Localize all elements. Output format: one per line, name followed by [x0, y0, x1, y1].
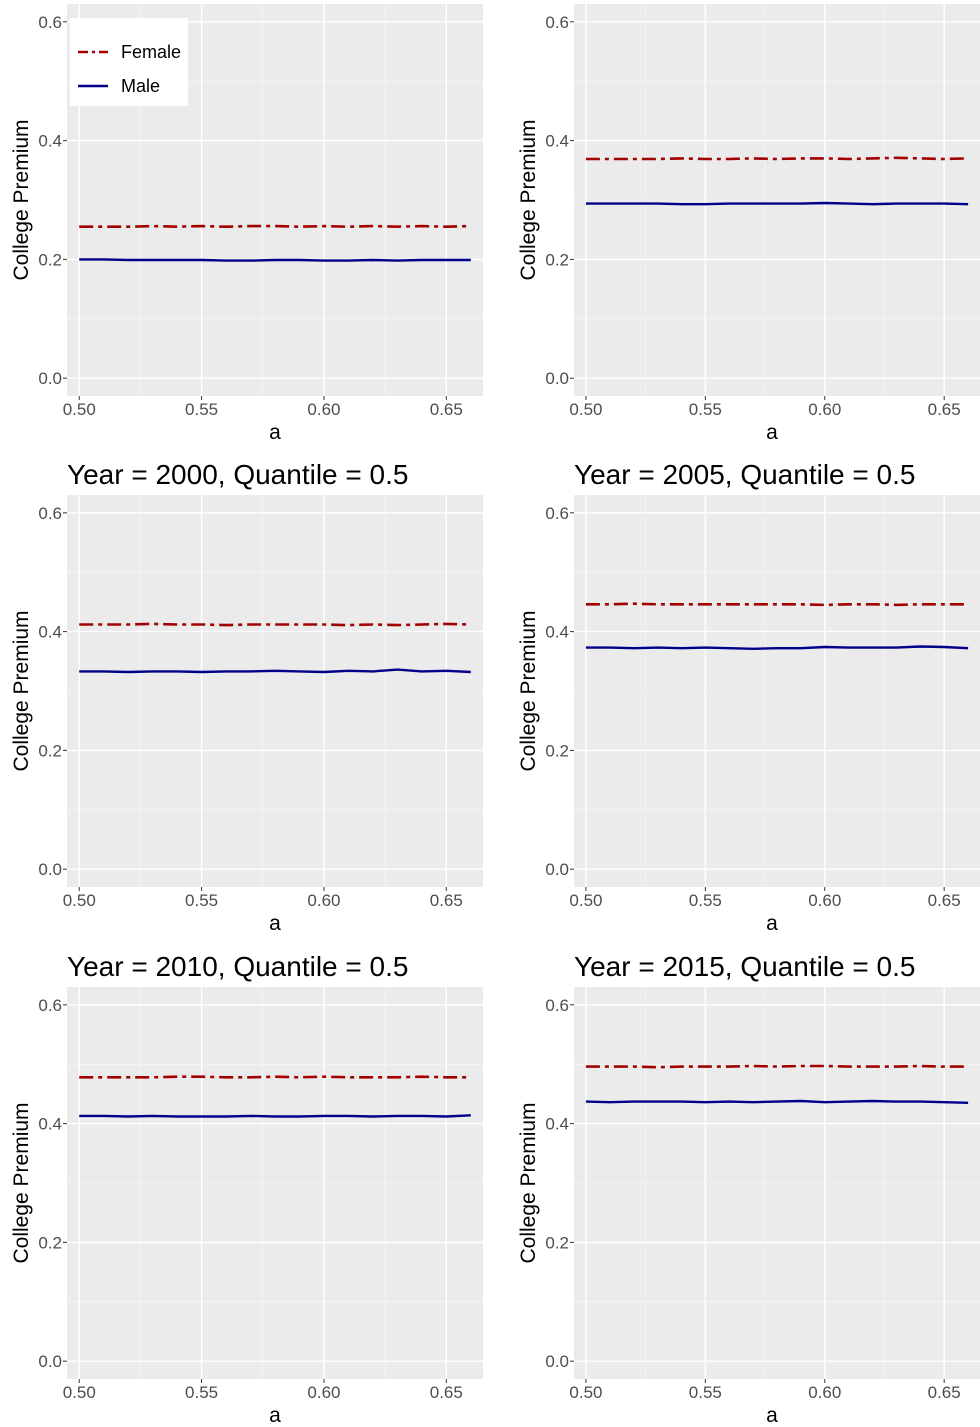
y-tick-label: 0.4 — [545, 132, 569, 151]
x-tick-label: 0.55 — [185, 891, 218, 910]
y-tick-label: 0.4 — [38, 132, 62, 151]
panel-title: Year = 2000, Quantile = 0.5 — [67, 459, 408, 490]
y-tick-label: 0.2 — [545, 250, 569, 269]
x-tick-label: 0.60 — [307, 891, 340, 910]
x-tick-label: 0.65 — [430, 1383, 463, 1402]
y-tick-label: 0.2 — [38, 250, 62, 269]
legend: Female Male — [70, 18, 188, 106]
legend-label-female: Female — [121, 42, 181, 62]
y-tick-label: 0.6 — [545, 13, 569, 32]
series-line-female — [79, 1075, 471, 1079]
y-tick-label: 0.0 — [545, 860, 569, 879]
x-tick-label: 0.50 — [569, 1383, 602, 1402]
legend-box — [70, 18, 188, 106]
x-tick-label: 0.60 — [808, 1383, 841, 1402]
x-tick-label: 0.50 — [63, 891, 96, 910]
x-tick-label: 0.55 — [689, 400, 722, 419]
y-tick-label: 0.6 — [545, 996, 569, 1015]
series-line-male — [585, 645, 969, 650]
series-line-male — [585, 201, 969, 206]
series-line-male — [79, 668, 471, 674]
y-tick-label: 0.2 — [38, 741, 62, 760]
series-line-male — [79, 258, 471, 262]
chart-panel-6: Year = 2015, Quantile = 0.5 0.50 0.55 0.60 0… — [517, 951, 980, 1427]
x-tick-label: 0.60 — [307, 400, 340, 419]
x-tick-label: 0.50 — [63, 1383, 96, 1402]
y-axis-title: College Premium — [517, 610, 540, 771]
series-line-male — [79, 1114, 471, 1118]
x-tick-label: 0.50 — [569, 891, 602, 910]
y-tick-label: 0.4 — [545, 1115, 569, 1134]
x-tick-label: 0.60 — [808, 400, 841, 419]
y-tick-label: 0.0 — [38, 369, 62, 388]
y-tick-label: 0.2 — [545, 1233, 569, 1252]
panel-title: Year = 2005, Quantile = 0.5 — [574, 459, 915, 490]
x-tick-label: 0.50 — [569, 400, 602, 419]
chart-panel-3: Year = 2000, Quantile = 0.5 0.50 0.55 0.60 0… — [10, 459, 483, 935]
x-tick-label: 0.55 — [185, 400, 218, 419]
panel-title: Year = 2010, Quantile = 0.5 — [67, 951, 408, 982]
panel-title: Year = 2015, Quantile = 0.5 — [574, 951, 915, 982]
series-line-female — [79, 622, 471, 627]
series-line-male — [585, 1099, 969, 1104]
series-line-female — [585, 156, 969, 161]
y-tick-label: 0.4 — [38, 1115, 62, 1134]
x-tick-label: 0.60 — [808, 891, 841, 910]
x-tick-label: 0.55 — [689, 1383, 722, 1402]
x-tick-label: 0.55 — [185, 1383, 218, 1402]
x-axis-title: a — [269, 421, 281, 444]
y-tick-label: 0.6 — [545, 504, 569, 523]
chart-panel-2: 0.50 0.55 0.60 0.65 0.0 0.2 0.4 0.6 a College Pre… — [517, 4, 980, 444]
x-axis-title: a — [766, 421, 778, 444]
x-tick-label: 0.65 — [928, 400, 961, 419]
y-axis-title: College Premium — [517, 119, 540, 280]
series-line-female — [585, 602, 969, 607]
y-tick-label: 0.0 — [545, 369, 569, 388]
x-tick-label: 0.65 — [928, 1383, 961, 1402]
y-tick-label: 0.4 — [545, 623, 569, 642]
x-axis-title: a — [269, 1404, 281, 1427]
x-tick-label: 0.65 — [928, 891, 961, 910]
x-tick-label: 0.55 — [689, 891, 722, 910]
x-axis-title: a — [766, 1404, 778, 1427]
x-tick-label: 0.65 — [430, 891, 463, 910]
legend-label-male: Male — [121, 76, 160, 96]
chart-panel-5: Year = 2010, Quantile = 0.5 0.50 0.55 0.60 0… — [10, 951, 483, 1427]
y-tick-label: 0.6 — [38, 504, 62, 523]
y-tick-label: 0.2 — [38, 1233, 62, 1252]
x-axis-title: a — [766, 912, 778, 935]
y-tick-label: 0.2 — [545, 741, 569, 760]
x-tick-label: 0.50 — [63, 400, 96, 419]
y-tick-label: 0.0 — [38, 860, 62, 879]
series-line-female — [585, 1064, 969, 1069]
y-axis-title: College Premium — [517, 1102, 540, 1263]
y-tick-label: 0.4 — [38, 623, 62, 642]
series-line-female — [79, 224, 471, 228]
y-axis-title: College Premium — [10, 610, 33, 771]
y-tick-label: 0.6 — [38, 996, 62, 1015]
y-tick-label: 0.0 — [38, 1352, 62, 1371]
y-tick-label: 0.6 — [38, 13, 62, 32]
y-tick-label: 0.0 — [545, 1352, 569, 1371]
y-axis-title: College Premium — [10, 119, 33, 280]
y-axis-title: College Premium — [10, 1102, 33, 1263]
x-tick-label: 0.60 — [307, 1383, 340, 1402]
x-axis-title: a — [269, 912, 281, 935]
x-tick-label: 0.65 — [430, 400, 463, 419]
chart-panel-4: Year = 2005, Quantile = 0.5 0.50 0.55 0.60 0… — [517, 459, 980, 935]
